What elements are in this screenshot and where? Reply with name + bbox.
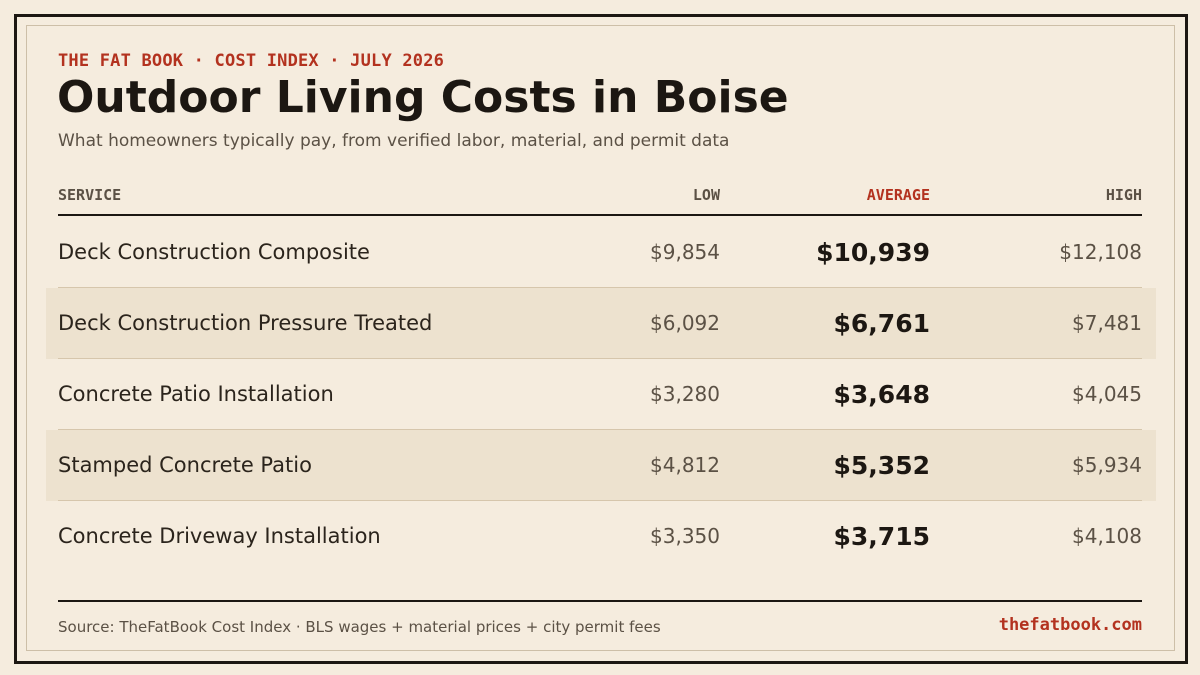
cell-low: $3,350 [650, 524, 720, 548]
eyebrow-label: THE FAT BOOK · COST INDEX · JULY 2026 [58, 51, 445, 71]
site-link[interactable]: thefatbook.com [998, 615, 1142, 635]
cell-average: $3,715 [833, 522, 930, 551]
cell-service: Concrete Patio Installation [58, 382, 334, 406]
footer-divider [58, 600, 1142, 602]
table-header: SERVICE LOW AVERAGE HIGH [58, 186, 1142, 206]
header-divider [58, 214, 1142, 216]
outer-frame [14, 14, 1188, 664]
cell-service: Deck Construction Composite [58, 240, 370, 264]
cell-low: $6,092 [650, 311, 720, 335]
column-header-high: HIGH [1105, 186, 1142, 204]
cell-service: Stamped Concrete Patio [58, 453, 312, 477]
cell-high: $7,481 [1072, 311, 1142, 335]
cell-average: $6,761 [833, 309, 930, 338]
column-header-low: LOW [692, 186, 720, 204]
cell-high: $5,934 [1072, 453, 1142, 477]
cell-high: $4,108 [1072, 524, 1142, 548]
cell-average: $3,648 [833, 380, 930, 409]
cell-average: $10,939 [816, 238, 930, 267]
row-divider [58, 429, 1142, 430]
table-row: Concrete Driveway Installation $3,350 $3… [46, 501, 1156, 572]
page-subtitle: What homeowners typically pay, from veri… [58, 131, 730, 151]
table-row: Concrete Patio Installation $3,280 $3,64… [46, 359, 1156, 430]
row-divider [58, 500, 1142, 501]
table-row: Deck Construction Pressure Treated $6,09… [46, 288, 1156, 359]
row-divider [58, 287, 1142, 288]
column-header-average: AVERAGE [866, 186, 930, 204]
cell-low: $4,812 [650, 453, 720, 477]
cell-service: Deck Construction Pressure Treated [58, 311, 433, 335]
cell-low: $9,854 [650, 240, 720, 264]
table-row: Deck Construction Composite $9,854 $10,9… [46, 217, 1156, 288]
table-row: Stamped Concrete Patio $4,812 $5,352 $5,… [46, 430, 1156, 501]
cell-high: $4,045 [1072, 382, 1142, 406]
cell-service: Concrete Driveway Installation [58, 524, 381, 548]
cell-low: $3,280 [650, 382, 720, 406]
cell-average: $5,352 [833, 451, 930, 480]
cell-high: $12,108 [1059, 240, 1142, 264]
column-header-service: SERVICE [58, 186, 122, 204]
page-title: Outdoor Living Costs in Boise [57, 72, 789, 123]
source-note: Source: TheFatBook Cost Index · BLS wage… [58, 618, 661, 636]
row-divider [58, 358, 1142, 359]
inner-frame [26, 25, 1175, 651]
